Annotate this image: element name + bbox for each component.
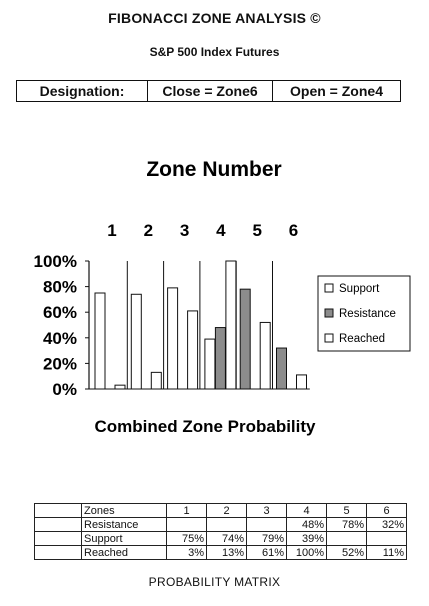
zone-number-label: 4 [216,221,226,240]
y-tick-label: 0% [52,380,77,399]
bar-resistance [239,288,251,390]
matrix-caption: PROBABILITY MATRIX [148,575,281,589]
matrix-cell: 75% [166,531,207,546]
bar-resistance [214,327,226,390]
matrix-row-label: Zones [81,503,167,518]
zone-chart: Zone Number 1 2 3 4 5 6 100% 80% 60% 40% 20% 0% Su… [34,158,411,436]
matrix-cell [166,517,207,532]
bar-resistance [276,347,287,390]
chart-title: Zone Number [146,158,281,181]
matrix-row-label: Support [81,531,167,546]
matrix-row: Resistance 48% 78% 32% [34,517,407,532]
matrix-cell: 2 [206,503,247,518]
page-title: FIBONACCI ZONE ANALYSIS © [108,10,321,26]
matrix-blank-cell [34,545,82,560]
y-tick-label: 100% [34,252,77,271]
designation-box: Designation: Close = Zone6 Open = Zone4 [16,80,401,102]
zone-number-label: 5 [252,221,261,240]
matrix-cell: 3% [166,545,207,560]
x-axis-label: Combined Zone Probability [94,417,316,436]
matrix-cell: 78% [326,517,367,532]
matrix-cell [326,531,367,546]
y-tick-label: 60% [43,303,77,322]
matrix-cell: 11% [366,545,407,560]
matrix-cell [366,531,407,546]
designation-close: Close = Zone6 [148,81,273,101]
legend-swatch [324,333,334,343]
matrix-row: Zones 1 2 3 4 5 6 [34,503,407,518]
matrix-cell: 39% [286,531,327,546]
zone-number-label: 3 [180,221,189,240]
y-tick-label: 40% [43,329,77,348]
matrix-cell: 61% [246,545,287,560]
legend-swatch [324,283,334,293]
matrix-blank-cell [34,517,82,532]
bar-reached [259,321,271,390]
page-subtitle: S&P 500 Index Futures [149,45,280,59]
zone-number-label: 2 [144,221,153,240]
probability-matrix: Zones 1 2 3 4 5 6 Resistance 48% 78% 32% Support 75%… [34,503,407,560]
matrix-cell: 48% [286,517,327,532]
legend-swatch [324,308,334,318]
bar-support [94,292,106,390]
matrix-cell: 52% [326,545,367,560]
legend-label: Reached [339,333,385,345]
y-tick-label: 80% [43,278,77,297]
bar-reached [150,371,162,390]
matrix-row-label: Resistance [81,517,167,532]
bar-support [204,338,216,390]
bar-reached [114,384,126,390]
designation-label: Designation: [17,81,148,101]
y-tick-label: 20% [43,354,77,373]
chart-legend: Support Resistance Reached [317,275,411,352]
bar-reached [225,260,237,390]
matrix-cell: 74% [206,531,247,546]
matrix-row: Reached 3% 13% 61% 100% 52% 11% [34,545,407,560]
matrix-cell: 5 [326,503,367,518]
bar-support [130,293,142,390]
matrix-row: Support 75% 74% 79% 39% [34,531,407,546]
zone-number-label: 6 [289,221,298,240]
legend-label: Resistance [339,308,396,320]
matrix-blank-cell [34,503,82,518]
designation-open: Open = Zone4 [290,83,383,99]
matrix-cell [206,517,247,532]
matrix-cell: 6 [366,503,407,518]
matrix-cell: 3 [246,503,287,518]
matrix-cell: 4 [286,503,327,518]
matrix-cell: 13% [206,545,247,560]
matrix-row-label: Reached [81,545,167,560]
matrix-cell: 79% [246,531,287,546]
matrix-cell: 32% [366,517,407,532]
matrix-blank-cell [34,531,82,546]
bar-reached [296,374,307,390]
matrix-cell [246,517,287,532]
bar-support [167,287,179,390]
matrix-cell: 1 [166,503,207,518]
legend-label: Support [339,283,380,295]
bar-reached [187,310,199,390]
matrix-cell: 100% [286,545,327,560]
zone-number-label: 1 [107,221,116,240]
